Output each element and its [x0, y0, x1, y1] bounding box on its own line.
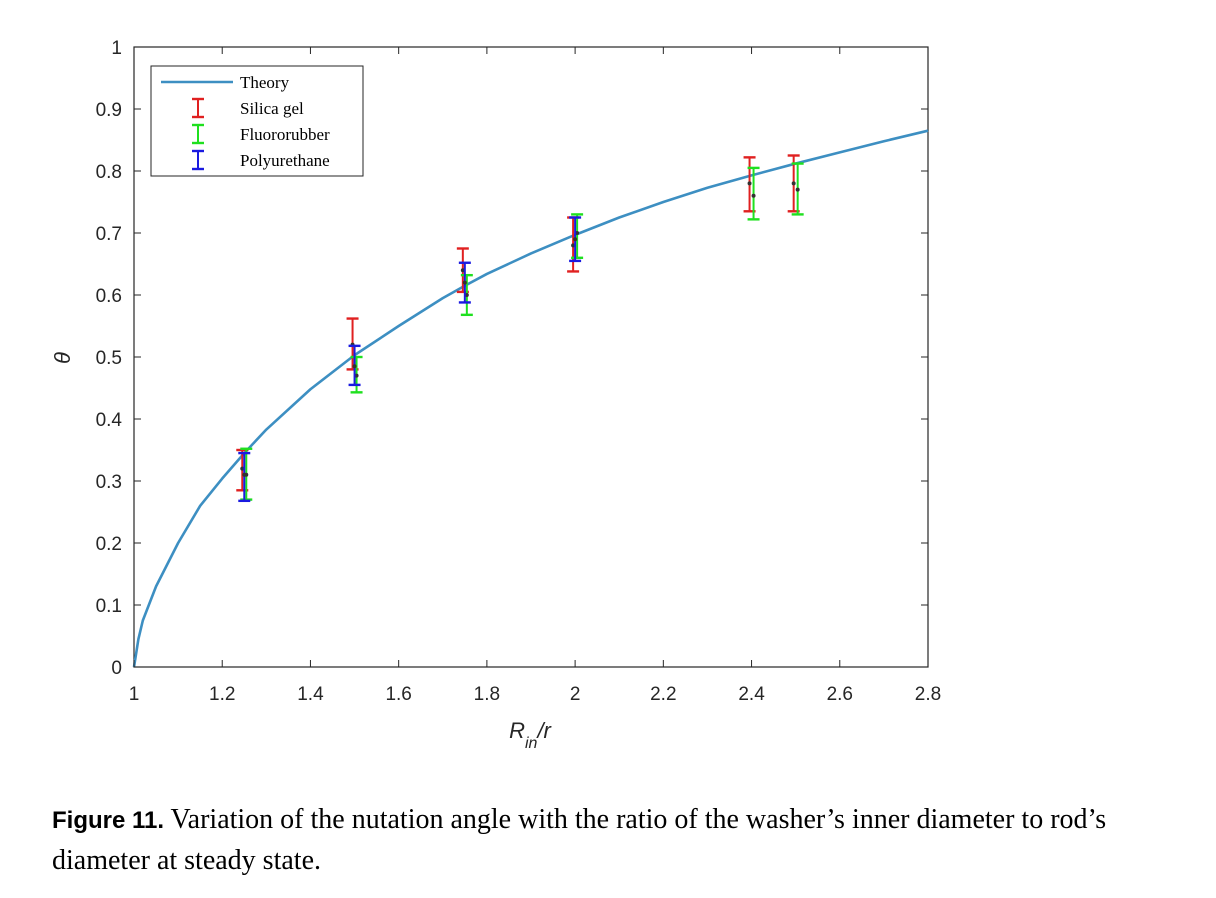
y-tick-label: 0.9: [96, 100, 122, 121]
x-tick-label: 1.4: [297, 684, 324, 705]
x-tick-label: 1.8: [474, 684, 500, 705]
x-tick-label: 1: [129, 684, 140, 705]
y-tick-label: 0.5: [96, 348, 122, 369]
data-point: [462, 280, 467, 285]
theory-curve-layer: [132, 129, 929, 668]
x-tick-label: 2.4: [738, 684, 765, 705]
y-tick-label: 0.7: [96, 224, 122, 245]
data-point: [352, 364, 357, 369]
x-axis-label-sub: in: [525, 735, 538, 752]
y-tick-label: 0.4: [96, 410, 123, 431]
legend-label-theory: Theory: [240, 73, 290, 92]
y-tick-label: 0.6: [96, 286, 122, 307]
legend-label: Silica gel: [240, 99, 304, 118]
x-axis-label-rest: /r: [535, 718, 552, 743]
y-tick-label: 0.3: [96, 472, 122, 493]
figure-caption-text: Variation of the nutation angle with the…: [52, 804, 1107, 876]
x-tick-label: 2.6: [827, 684, 853, 705]
x-tick-label: 2: [570, 684, 581, 705]
data-point: [751, 193, 756, 198]
x-tick-label: 1.2: [209, 684, 235, 705]
y-tick-label: 0.8: [96, 162, 122, 183]
legend: Theory Silica gel Fluororubber Polyurethane: [150, 65, 364, 177]
legend-label: Fluororubber: [240, 125, 330, 144]
figure-caption: Figure 11. Variation of the nutation ang…: [52, 800, 1202, 881]
y-tick-label: 0: [111, 658, 122, 679]
x-tick-label: 1.6: [385, 684, 411, 705]
x-axis-label-base: R: [509, 718, 525, 743]
theory-curve: [132, 129, 929, 668]
x-tick-label: 2.8: [915, 684, 941, 705]
y-tick-label: 1: [111, 38, 122, 59]
figure-caption-label: Figure 11.: [52, 807, 165, 834]
errorbar-layer: [236, 154, 804, 503]
data-point: [791, 181, 796, 186]
data-point: [573, 237, 578, 242]
y-axis-label: θ: [50, 352, 75, 364]
legend-label: Polyurethane: [240, 151, 330, 170]
y-tick-label: 0.1: [96, 596, 122, 617]
legend-box: [150, 65, 364, 177]
data-point: [242, 472, 247, 477]
figure-chart: 1 1.2 1.4 1.6 1.8 2 2.2 2.4 2.6 2.8 0 0.1 0.2 0.3 0.4 0…: [50, 38, 942, 752]
axis-ticks: 1 1.2 1.4 1.6 1.8 2 2.2 2.4 2.6 2.8 0 0.1 0.2 0.3 0.4 0…: [96, 38, 942, 705]
x-tick-label: 2.2: [650, 684, 676, 705]
data-point: [747, 181, 752, 186]
data-point: [795, 187, 800, 192]
x-axis-label: Rin/r: [509, 718, 552, 752]
y-tick-label: 0.2: [96, 534, 122, 555]
